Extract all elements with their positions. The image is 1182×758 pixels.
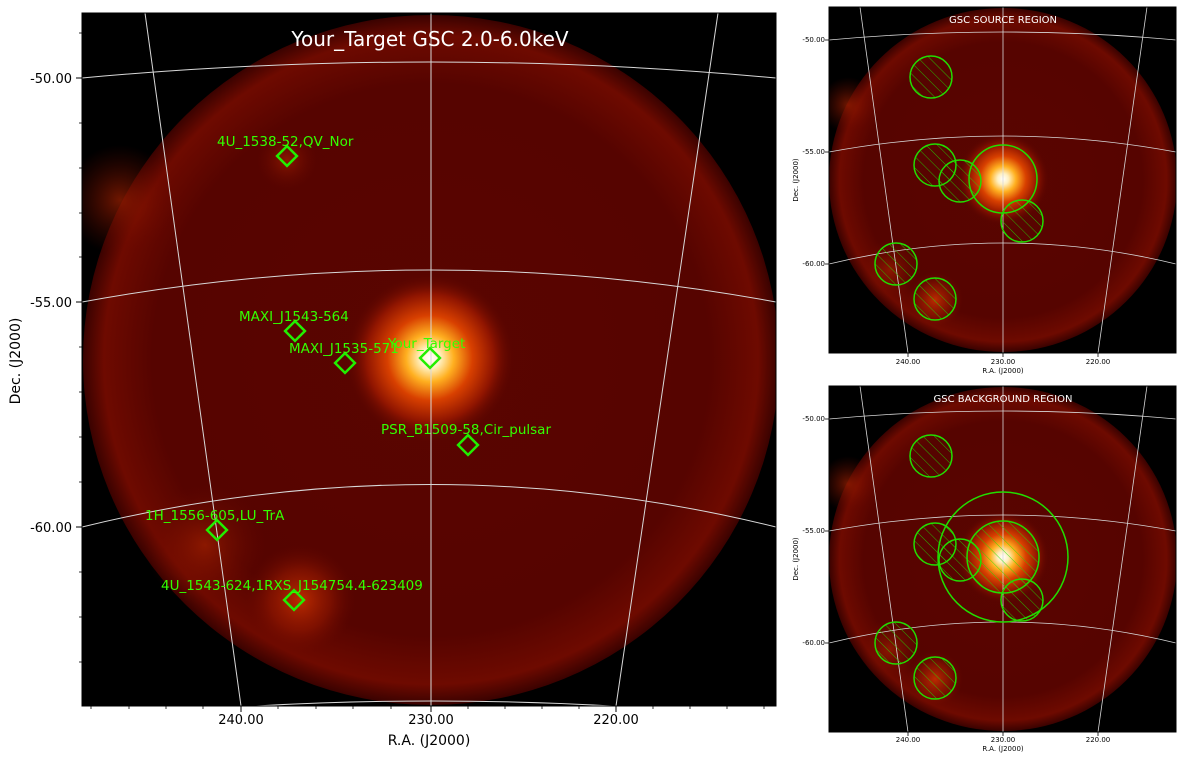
background-tick-labels: 240.00 230.00 220.00 -50.00 -55.00 -60.0… (802, 415, 1110, 744)
y-tick-label: -50.00 (802, 415, 825, 423)
source-tick-labels: 240.00 230.00 220.00 -50.00 -55.00 -60.0… (802, 36, 1110, 366)
x-tick-label: 240.00 (896, 358, 921, 366)
source-label: PSR_B1509-58,Cir_pulsar (381, 422, 551, 438)
x-tick-label: 220.00 (1086, 358, 1111, 366)
source-grid (829, 7, 1176, 353)
glow-source-4u1543 (245, 545, 355, 655)
source-marker-lu-tra (205, 518, 229, 542)
source-panel-title: GSC SOURCE REGION (949, 15, 1057, 26)
source-marker-maxi-j1543 (283, 319, 307, 343)
glow-source-lu-tra (145, 485, 265, 605)
y-tick-label: -60.00 (30, 521, 72, 536)
source-marker-qv-nor (275, 144, 299, 168)
grid-dec-50 (82, 61, 776, 79)
source-marker-your-target (418, 346, 442, 370)
main-x-axis-label: R.A. (J2000) (388, 733, 471, 749)
excluded-region-circle (874, 242, 918, 286)
grid-ra-240 (144, 13, 242, 706)
grid-dec-60 (82, 484, 776, 528)
source-label: MAXI_J1535-571 (289, 341, 399, 357)
source-label: 4U_1538-52,QV_Nor (217, 134, 354, 150)
y-tick-label: -55.00 (802, 148, 825, 156)
excluded-region-circle (909, 55, 953, 99)
main-frame (81, 12, 777, 707)
background-panel-title: GSC BACKGROUND REGION (934, 394, 1073, 405)
source-marker-4u1543 (282, 588, 306, 612)
source-extraction-circle (968, 144, 1038, 214)
background-y-axis-label: Dec. (J2000) (792, 537, 800, 581)
x-tick-label: 230.00 (991, 358, 1016, 366)
y-tick-label: -55.00 (30, 296, 72, 311)
glow-source-left-edge (82, 145, 175, 255)
background-regions (874, 434, 1044, 700)
grid-dec-65 (246, 700, 622, 706)
background-region-panel: GSC BACKGROUND REGION 240.00 230.00 220.… (792, 385, 1177, 753)
x-tick-label: 240.00 (218, 713, 264, 728)
y-tick-label: -60.00 (802, 260, 825, 268)
excluded-region-circle (1000, 578, 1044, 622)
source-label: 4U_1543-624,1RXS_J154754.4-623409 (161, 578, 423, 594)
excluded-region-circle (909, 434, 953, 478)
source-markers (205, 144, 480, 612)
source-label: Your_Target (387, 336, 465, 352)
y-tick-label: -55.00 (802, 527, 825, 535)
x-tick-label: 220.00 (1086, 736, 1111, 744)
source-frame (828, 6, 1177, 354)
x-tick-label: 220.00 (593, 713, 639, 728)
excluded-region-circle (1000, 199, 1044, 243)
background-x-axis-label: R.A. (J2000) (982, 745, 1024, 753)
source-label: MAXI_J1543-564 (239, 309, 349, 325)
glow-source-qv-nor (257, 130, 317, 190)
y-tick-label: -50.00 (802, 36, 825, 44)
x-tick-label: 230.00 (991, 736, 1016, 744)
background-glow-left (829, 456, 876, 512)
main-y-axis-label: Dec. (J2000) (8, 318, 24, 405)
excluded-region-circle (874, 621, 918, 665)
source-labels: 4U_1538-52,QV_Nor MAXI_J1543-564 MAXI_J1… (145, 134, 551, 594)
excluded-region-circle (913, 656, 957, 700)
excluded-region-circle (913, 277, 957, 321)
source-label: 1H_1556-605,LU_TrA (145, 508, 285, 524)
glow-source-bright (345, 273, 515, 443)
x-tick-label: 240.00 (896, 736, 921, 744)
grid-ra-220 (615, 13, 719, 706)
main-panel: 4U_1538-52,QV_Nor MAXI_J1543-564 MAXI_J1… (8, 12, 777, 749)
main-ticks (76, 77, 617, 712)
background-frame (828, 385, 1177, 733)
y-tick-label: -50.00 (30, 72, 72, 87)
main-grid (82, 13, 776, 706)
background-ticks (825, 418, 1099, 736)
source-regions (874, 55, 1044, 321)
x-tick-label: 230.00 (408, 713, 454, 728)
main-title: Your_Target GSC 2.0-6.0keV (290, 27, 568, 51)
source-region-panel: GSC SOURCE REGION 240.00 230.00 220.00 -… (792, 6, 1177, 375)
main-minor-ticks (79, 32, 765, 709)
source-x-axis-label: R.A. (J2000) (982, 367, 1024, 375)
source-marker-cir-pulsar (456, 433, 480, 457)
excluded-region-circle (938, 159, 982, 203)
background-annulus-outer (937, 491, 1069, 623)
source-glow-left (829, 77, 876, 133)
source-ticks (825, 39, 1099, 357)
source-marker-maxi-j1535 (333, 351, 357, 375)
y-tick-label: -60.00 (802, 639, 825, 647)
main-tick-labels: 240.00 230.00 220.00 -50.00 -55.00 -60.0… (30, 72, 639, 728)
source-y-axis-label: Dec. (J2000) (792, 158, 800, 202)
